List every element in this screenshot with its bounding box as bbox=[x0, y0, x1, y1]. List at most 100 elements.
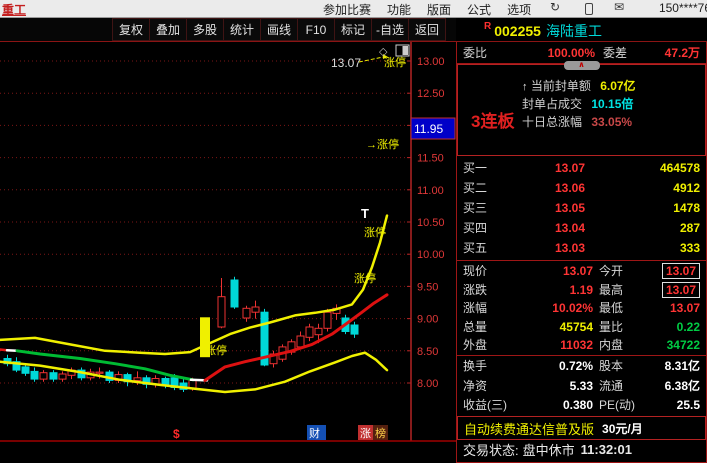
outer-inner-row: 外盘 11032 内盘 34722 bbox=[457, 336, 706, 355]
svg-text:8.00: 8.00 bbox=[417, 378, 438, 390]
svg-text:财: 财 bbox=[309, 426, 320, 440]
turnover-label: 换手 bbox=[463, 359, 488, 373]
menu-item-formula[interactable]: 公式 bbox=[467, 3, 492, 17]
shares-label: 股本 bbox=[599, 359, 624, 373]
button-back[interactable]: 返回 bbox=[408, 18, 446, 41]
seal-ratio-value: 10.15倍 bbox=[591, 97, 634, 111]
bid1-volume: 464578 bbox=[659, 161, 700, 175]
svg-text:10.00: 10.00 bbox=[417, 249, 445, 261]
svg-text:→涨停: →涨停 bbox=[366, 137, 399, 151]
menu-item-contest[interactable]: 参加比赛 bbox=[323, 3, 372, 17]
networth-row: 净资 5.33 流通 6.38亿 bbox=[457, 377, 706, 397]
mail-icon[interactable]: ✉ bbox=[614, 0, 625, 14]
svg-text:涨: 涨 bbox=[360, 427, 371, 440]
button-f10[interactable]: F10 bbox=[297, 18, 335, 41]
quote-details: 现价 13.07 今开 13.07 涨跌 1.19 最高 13.07 涨幅 10… bbox=[457, 261, 706, 356]
bid4-label: 买四 bbox=[463, 221, 488, 235]
menu-item-layout[interactable]: 版面 bbox=[427, 3, 452, 17]
current-price-value: 13.07 bbox=[562, 264, 593, 278]
banner-text: 自动续费通达信普及版 bbox=[464, 421, 595, 437]
status-label: 交易状态: bbox=[463, 443, 519, 458]
svg-text:12.50: 12.50 bbox=[417, 88, 445, 100]
pct-low-row: 涨幅 10.02% 最低 13.07 bbox=[457, 299, 706, 318]
bid-row-3: 买三 13.05 1478 bbox=[457, 198, 706, 218]
shares-value: 8.31亿 bbox=[664, 359, 700, 373]
svg-text:11.00: 11.00 bbox=[417, 185, 444, 197]
svg-text:涨停: 涨停 bbox=[205, 343, 227, 357]
menu-item-options[interactable]: 选项 bbox=[507, 3, 532, 17]
bid-row-4: 买四 13.04 287 bbox=[457, 218, 706, 238]
status-time: 11:32:01 bbox=[580, 442, 632, 457]
stock-name: 海陆重工 bbox=[545, 23, 602, 39]
bid3-price: 13.05 bbox=[554, 201, 585, 215]
change-pct-value: 10.02% bbox=[552, 301, 593, 316]
bid1-label: 买一 bbox=[463, 161, 488, 175]
change-value: 1.19 bbox=[569, 282, 593, 297]
seal-ratio-label: 封单占成交 bbox=[522, 97, 583, 111]
menu-bar: 参加比赛 功能 版面 公式 选项 bbox=[323, 1, 531, 18]
svg-text:9.00: 9.00 bbox=[417, 314, 438, 326]
subscription-banner[interactable]: 自动续费通达信普及版 30元/月 bbox=[457, 416, 706, 440]
fundamental-details: 换手 0.72% 股本 8.31亿 净资 5.33 流通 6.38亿 收益(三)… bbox=[457, 356, 706, 416]
window-title: 重工 bbox=[2, 3, 27, 17]
outer-volume-value: 11032 bbox=[560, 338, 593, 353]
refresh-icon[interactable]: ↻ bbox=[550, 0, 561, 14]
float-label: 流通 bbox=[599, 378, 624, 393]
change-pct-label: 涨幅 bbox=[463, 301, 488, 316]
total-volume-value: 45754 bbox=[559, 319, 593, 334]
button-fuquan[interactable]: 复权 bbox=[112, 18, 150, 41]
svg-text:9.50: 9.50 bbox=[417, 281, 438, 293]
button-remove-watchlist[interactable]: -自选 bbox=[371, 18, 409, 41]
trading-status-bar: 交易状态: 盘中休市 11:32:01 bbox=[457, 440, 706, 459]
eps-pe-row: 收益(三) 0.380 PE(动) 25.5 bbox=[457, 396, 706, 416]
inner-volume-value: 34722 bbox=[666, 338, 700, 353]
r-flag: R bbox=[484, 21, 492, 32]
stock-header: R 002255 海陆重工 bbox=[456, 18, 707, 42]
bid2-label: 买二 bbox=[463, 181, 488, 195]
svg-text:榜: 榜 bbox=[375, 426, 386, 440]
weibi-value: 100.00% bbox=[547, 45, 595, 60]
bid-row-2: 买二 13.06 4912 bbox=[457, 178, 706, 198]
collapse-tab[interactable]: ∧ bbox=[563, 60, 600, 70]
svg-text:11.50: 11.50 bbox=[417, 153, 444, 165]
bid2-volume: 4912 bbox=[673, 181, 700, 195]
seal-amount-value: 6.07亿 bbox=[600, 79, 636, 93]
low-value: 13.07 bbox=[669, 301, 700, 316]
button-overlay[interactable]: 叠加 bbox=[149, 18, 187, 41]
bid5-label: 买五 bbox=[463, 241, 488, 255]
total-volume-label: 总量 bbox=[463, 319, 488, 334]
button-statistics[interactable]: 统计 bbox=[223, 18, 261, 41]
seal-amount-row: ↑ 当前封单额 6.07亿 bbox=[522, 77, 636, 95]
phone-icon[interactable] bbox=[585, 3, 593, 15]
button-mark[interactable]: 标记 bbox=[334, 18, 372, 41]
networth-label: 净资 bbox=[463, 378, 488, 393]
volume-ratio-value: 0.22 bbox=[676, 319, 700, 334]
bid-row-5: 买五 13.03 333 bbox=[457, 238, 706, 258]
svg-text:11.95: 11.95 bbox=[414, 122, 443, 136]
outer-volume-label: 外盘 bbox=[463, 338, 488, 353]
open-value: 13.07 bbox=[661, 263, 700, 279]
price-chart[interactable]: 13.00 12.50 11.50 11.00 10.50 10.00 9.50 9.00 8.… bbox=[0, 42, 456, 463]
chevron-up-icon: ∧ bbox=[578, 60, 585, 69]
svg-text:◇: ◇ bbox=[379, 46, 388, 58]
kline-chart-area[interactable]: 13.00 12.50 11.50 11.00 10.50 10.00 9.50 9.00 8.… bbox=[0, 42, 456, 463]
bid2-price: 13.06 bbox=[554, 181, 585, 195]
open-label: 今开 bbox=[599, 264, 624, 278]
weicha-value: 47.2万 bbox=[664, 46, 700, 60]
ten-day-gain-label: 十日总涨幅 bbox=[522, 115, 583, 129]
stock-code: 002255 bbox=[494, 23, 541, 39]
turnover-value: 0.72% bbox=[558, 359, 593, 373]
change-label: 涨跌 bbox=[463, 282, 488, 297]
button-multi-stock[interactable]: 多股 bbox=[186, 18, 224, 41]
menu-item-function[interactable]: 功能 bbox=[387, 3, 412, 17]
account-phone-number: 150****76 bbox=[658, 1, 707, 15]
seal-amount-label: 当前封单额 bbox=[530, 79, 591, 93]
lianban-badge: 3连板 bbox=[471, 112, 515, 131]
lianban-rows: ↑ 当前封单额 6.07亿 封单占成交 10.15倍 十日总涨幅 33.05% bbox=[522, 77, 636, 131]
up-arrow-icon: ↑ bbox=[522, 81, 528, 93]
eps-label: 收益(三) bbox=[463, 398, 507, 412]
button-draw-line[interactable]: 画线 bbox=[260, 18, 298, 41]
inner-volume-label: 内盘 bbox=[599, 338, 624, 353]
pe-label: PE(动) bbox=[599, 398, 636, 412]
